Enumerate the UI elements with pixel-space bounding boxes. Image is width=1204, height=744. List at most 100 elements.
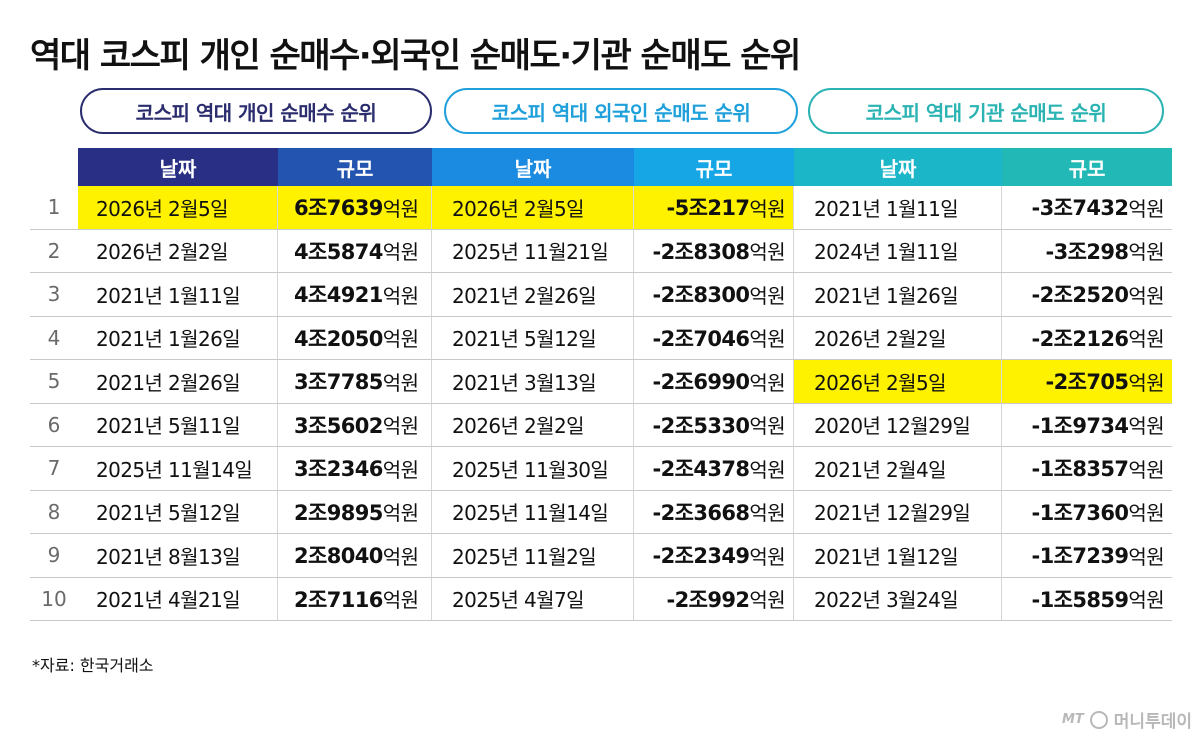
individual-amount-value: 2조7116 bbox=[294, 587, 383, 612]
foreign-amount-unit: 억원 bbox=[749, 457, 785, 482]
individual-date: 2021년 8월13일 bbox=[78, 534, 278, 577]
foreign-amount-unit: 억원 bbox=[749, 196, 785, 221]
foreign-amount-value: -2조2349 bbox=[652, 544, 750, 569]
foreign-date: 2021년 5월12일 bbox=[432, 316, 634, 359]
table-row: 4 2021년 1월26일 4조2050 억원 2021년 5월12일 -2조7046 억원… bbox=[30, 316, 1172, 360]
foreign-amount-unit: 억원 bbox=[749, 370, 785, 395]
individual-amount-value: 4조4921 bbox=[294, 283, 383, 308]
foreign-amount-value: -2조8300 bbox=[652, 283, 750, 308]
institution-date: 2021년 1월11일 bbox=[794, 186, 1002, 229]
foreign-amount-value: -2조4378 bbox=[652, 457, 750, 482]
foreign-amount: -2조992 억원 bbox=[634, 577, 794, 620]
foreign-amount-unit: 억원 bbox=[749, 240, 785, 265]
individual-amount-value: 2조9895 bbox=[294, 500, 383, 525]
institution-date: 2021년 1월12일 bbox=[794, 534, 1002, 577]
rank-number: 5 bbox=[47, 369, 61, 394]
institution-amount-unit: 억원 bbox=[1128, 240, 1164, 265]
rank-number: 8 bbox=[47, 499, 61, 524]
institution-date: 2026년 2월5일 bbox=[794, 360, 1002, 403]
institution-amount-unit: 억원 bbox=[1128, 196, 1164, 221]
foreign-amount: -2조6990 억원 bbox=[634, 360, 794, 403]
table-row: 2 2026년 2월2일 4조5874 억원 2025년 11월21일 -2조8308 억원… bbox=[30, 229, 1172, 273]
institution-amount: -2조705 억원 bbox=[1002, 360, 1172, 403]
individual-amount-unit: 억원 bbox=[382, 370, 419, 395]
institution-amount: -1조5859 억원 bbox=[1002, 578, 1172, 621]
individual-amount-unit: 억원 bbox=[382, 501, 419, 526]
institution-amount-unit: 억원 bbox=[1128, 283, 1164, 308]
rank-number: 6 bbox=[47, 412, 61, 437]
institution-amount: -1조7360 억원 bbox=[1002, 491, 1172, 534]
table-row: 3 2021년 1월11일 4조4921 억원 2021년 2월26일 -2조8300 억원… bbox=[30, 273, 1172, 317]
individual-date: 2026년 2월2일 bbox=[78, 229, 278, 272]
individual-amount-unit: 억원 bbox=[382, 283, 419, 308]
foreign-amount-value: -2조6990 bbox=[652, 370, 750, 395]
individual-date: 2021년 5월12일 bbox=[78, 490, 278, 533]
foreign-amount-value: -2조5330 bbox=[652, 413, 750, 438]
individual-amount: 3조2346 억원 bbox=[278, 447, 432, 490]
institution-amount-value: -3조298 bbox=[1045, 239, 1129, 264]
foreign-net-sell-label: 코스피 역대 외국인 순매도 순위 bbox=[444, 88, 798, 134]
individual-amount: 2조8040 억원 bbox=[278, 534, 432, 577]
institution-amount-value: -1조5859 bbox=[1031, 587, 1129, 612]
foreign-date: 2026년 2월2일 bbox=[432, 403, 634, 446]
institution-amount-unit: 억원 bbox=[1128, 457, 1164, 482]
individual-amount: 2조9895 억원 bbox=[278, 490, 432, 533]
foreign-amount: -2조5330 억원 bbox=[634, 403, 794, 446]
individual-amount: 3조7785 억원 bbox=[278, 360, 432, 403]
individual-date: 2021년 5월11일 bbox=[78, 403, 278, 446]
header-foreign-size: 규모 bbox=[634, 148, 794, 186]
table-row: 5 2021년 2월26일 3조7785 억원 2021년 3월13일 -2조6990 억원… bbox=[30, 360, 1172, 404]
individual-amount-value: 3조2346 bbox=[294, 457, 383, 482]
table-header: 날짜 규모 날짜 규모 날짜 규모 bbox=[78, 148, 1172, 186]
institution-amount: -1조7239 억원 bbox=[1002, 534, 1172, 577]
foreign-amount: -2조8300 억원 bbox=[634, 273, 794, 316]
institution-date: 2021년 12월29일 bbox=[794, 490, 1002, 533]
individual-amount-value: 2조8040 bbox=[294, 544, 383, 569]
logo-circle-icon bbox=[1089, 710, 1108, 729]
foreign-amount-unit: 억원 bbox=[749, 327, 785, 352]
individual-amount: 6조7639 억원 bbox=[278, 186, 432, 229]
page-title: 역대 코스피 개인 순매수·외국인 순매도·기관 순매도 순위 bbox=[30, 36, 801, 76]
foreign-date: 2021년 3월13일 bbox=[432, 360, 634, 403]
institution-amount-value: -2조2520 bbox=[1031, 283, 1129, 308]
foreign-date: 2025년 11월14일 bbox=[432, 490, 634, 533]
institution-amount: -2조2520 억원 bbox=[1002, 273, 1172, 316]
institution-amount-unit: 억원 bbox=[1128, 544, 1164, 569]
foreign-date: 2026년 2월5일 bbox=[432, 186, 634, 229]
foreign-date: 2025년 11월30일 bbox=[432, 447, 634, 490]
institution-amount: -1조8357 억원 bbox=[1002, 447, 1172, 490]
foreign-date: 2025년 4월7일 bbox=[432, 577, 634, 620]
individual-amount: 2조7116 억원 bbox=[278, 577, 432, 620]
individual-amount-value: 6조7639 bbox=[294, 196, 383, 221]
individual-net-buy-label: 코스피 역대 개인 순매수 순위 bbox=[80, 88, 432, 134]
institution-amount-value: -1조9734 bbox=[1031, 413, 1129, 438]
foreign-amount-value: -2조3668 bbox=[652, 500, 750, 525]
institution-amount-unit: 억원 bbox=[1128, 370, 1164, 395]
source-note: *자료: 한국거래소 bbox=[32, 656, 154, 675]
foreign-amount-value: -2조992 bbox=[666, 587, 750, 612]
institution-date: 2020년 12월29일 bbox=[794, 403, 1002, 446]
ranking-table: 날짜 규모 날짜 규모 날짜 규모 1 2026년 2월5일 6조7639 억원 202… bbox=[30, 148, 1172, 621]
individual-amount: 4조5874 억원 bbox=[278, 229, 432, 272]
individual-amount-value: 3조7785 bbox=[294, 370, 383, 395]
institution-amount: -2조2126 억원 bbox=[1002, 317, 1172, 360]
foreign-date: 2021년 2월26일 bbox=[432, 273, 634, 316]
institution-amount: -3조298 억원 bbox=[1002, 230, 1172, 273]
rank-number: 9 bbox=[47, 543, 61, 568]
rank-number: 1 bbox=[47, 195, 61, 220]
individual-amount-value: 3조5602 bbox=[294, 413, 383, 438]
individual-amount-unit: 억원 bbox=[382, 196, 419, 221]
foreign-date: 2025년 11월21일 bbox=[432, 229, 634, 272]
table-row: 1 2026년 2월5일 6조7639 억원 2026년 2월5일 -5조217 억원 202… bbox=[30, 186, 1172, 230]
header-individual-date: 날짜 bbox=[78, 148, 278, 186]
individual-amount-unit: 억원 bbox=[382, 414, 419, 439]
individual-date: 2026년 2월5일 bbox=[78, 186, 278, 229]
rank-number: 4 bbox=[47, 325, 61, 350]
institution-amount-value: -2조705 bbox=[1045, 370, 1129, 395]
rank-number: 3 bbox=[47, 282, 61, 307]
individual-amount-unit: 억원 bbox=[382, 588, 419, 613]
individual-amount-unit: 억원 bbox=[382, 544, 419, 569]
foreign-date: 2025년 11월2일 bbox=[432, 534, 634, 577]
header-institution-date: 날짜 bbox=[794, 148, 1002, 186]
individual-date: 2021년 4월21일 bbox=[78, 577, 278, 620]
